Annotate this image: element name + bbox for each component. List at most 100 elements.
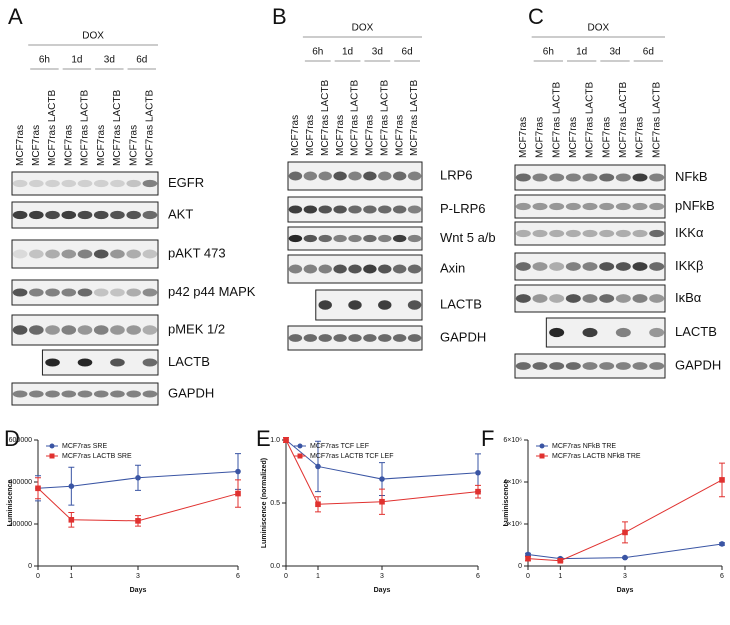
- protein-label: LACTB: [168, 354, 210, 369]
- band: [632, 362, 648, 370]
- band: [303, 234, 318, 243]
- band: [549, 173, 565, 182]
- timepoint-label: 1d: [576, 47, 587, 58]
- band: [45, 325, 60, 335]
- band: [77, 179, 93, 188]
- legend-label: MCF7ras LACTB NFkB TRE: [552, 453, 641, 460]
- band: [615, 173, 631, 182]
- band: [407, 171, 422, 181]
- band: [378, 334, 392, 342]
- band: [77, 288, 93, 297]
- panel-letter: D: [4, 426, 20, 451]
- band: [77, 249, 93, 259]
- band: [288, 234, 303, 243]
- protein-label: Wnt 5 a/b: [440, 230, 496, 245]
- band: [142, 325, 158, 335]
- band: [582, 173, 598, 182]
- band: [12, 249, 28, 259]
- lane-label: MCF7ras LACTB: [409, 80, 420, 156]
- band: [549, 294, 565, 303]
- lane-label: MCF7ras: [601, 117, 612, 158]
- band: [615, 262, 631, 271]
- band: [29, 249, 44, 259]
- band: [142, 358, 158, 367]
- band: [392, 234, 407, 243]
- timepoint-label: 6d: [643, 47, 654, 58]
- band: [288, 334, 303, 342]
- lane-label: MCF7ras: [635, 117, 646, 158]
- band: [392, 264, 407, 274]
- protein-label: AKT: [168, 206, 193, 221]
- blot-background: [545, 317, 666, 348]
- data-point: [135, 475, 141, 481]
- band: [110, 210, 125, 220]
- band: [12, 179, 28, 188]
- band: [582, 327, 598, 338]
- data-point: [68, 483, 75, 490]
- y-tick-label: 400000: [9, 479, 32, 486]
- protein-label: p42 p44 MAPK: [168, 284, 256, 299]
- band: [615, 362, 631, 370]
- band: [649, 229, 665, 238]
- lane-label: MCF7ras: [394, 115, 405, 156]
- band: [549, 202, 565, 211]
- band: [93, 325, 109, 335]
- lane-label: MCF7ras: [568, 117, 579, 158]
- protein-label: LACTB: [440, 296, 482, 311]
- band: [565, 202, 581, 211]
- x-tick-label: 1: [558, 573, 562, 580]
- band: [582, 294, 598, 303]
- band: [142, 210, 158, 220]
- band: [649, 327, 665, 338]
- band: [29, 179, 44, 188]
- legend-label: MCF7ras TCF LEF: [310, 443, 369, 450]
- x-tick-label: 1: [69, 573, 73, 580]
- band: [615, 294, 631, 303]
- band: [110, 325, 125, 335]
- band: [649, 173, 665, 182]
- band: [110, 249, 125, 259]
- band: [649, 202, 665, 211]
- lane-label: MCF7ras LACTB: [585, 82, 596, 158]
- band: [45, 288, 60, 297]
- legend-marker: [49, 443, 55, 449]
- x-tick-label: 6: [476, 573, 480, 580]
- lane-label: MCF7ras: [535, 117, 546, 158]
- protein-label: IκBα: [675, 290, 702, 305]
- y-axis-label: Luminiscence (normalized): [261, 458, 268, 548]
- band: [348, 264, 362, 274]
- band: [77, 325, 93, 335]
- band: [407, 205, 422, 214]
- treatment-label: DOX: [352, 23, 374, 34]
- band: [45, 249, 60, 259]
- data-point: [35, 485, 41, 492]
- lane-label: MCF7ras: [518, 117, 529, 158]
- band: [565, 173, 581, 182]
- band: [599, 202, 615, 211]
- x-tick-label: 6: [720, 573, 724, 580]
- band: [318, 334, 332, 342]
- band: [288, 205, 303, 214]
- band: [303, 205, 318, 214]
- band: [549, 362, 565, 370]
- protein-label: pAKT 473: [168, 245, 226, 260]
- data-point: [379, 476, 385, 482]
- band: [318, 264, 332, 274]
- lane-label: MCF7ras LACTB: [379, 80, 390, 156]
- lane-label: MCF7ras: [63, 125, 74, 166]
- timepoint-label: 3d: [372, 47, 383, 58]
- band: [93, 390, 109, 398]
- band: [582, 362, 598, 370]
- timepoint-label: 3d: [104, 55, 115, 66]
- lane-label: MCF7ras: [335, 115, 346, 156]
- panel-letter: A: [8, 4, 23, 29]
- band: [582, 202, 598, 211]
- x-axis-label: Days: [130, 587, 147, 594]
- lane-label: MCF7ras: [31, 125, 42, 166]
- band: [126, 210, 141, 220]
- lane-label: MCF7ras: [96, 125, 107, 166]
- band: [126, 179, 141, 188]
- band: [565, 294, 581, 303]
- series-line: [37, 471, 239, 489]
- timepoint-label: 6h: [543, 47, 554, 58]
